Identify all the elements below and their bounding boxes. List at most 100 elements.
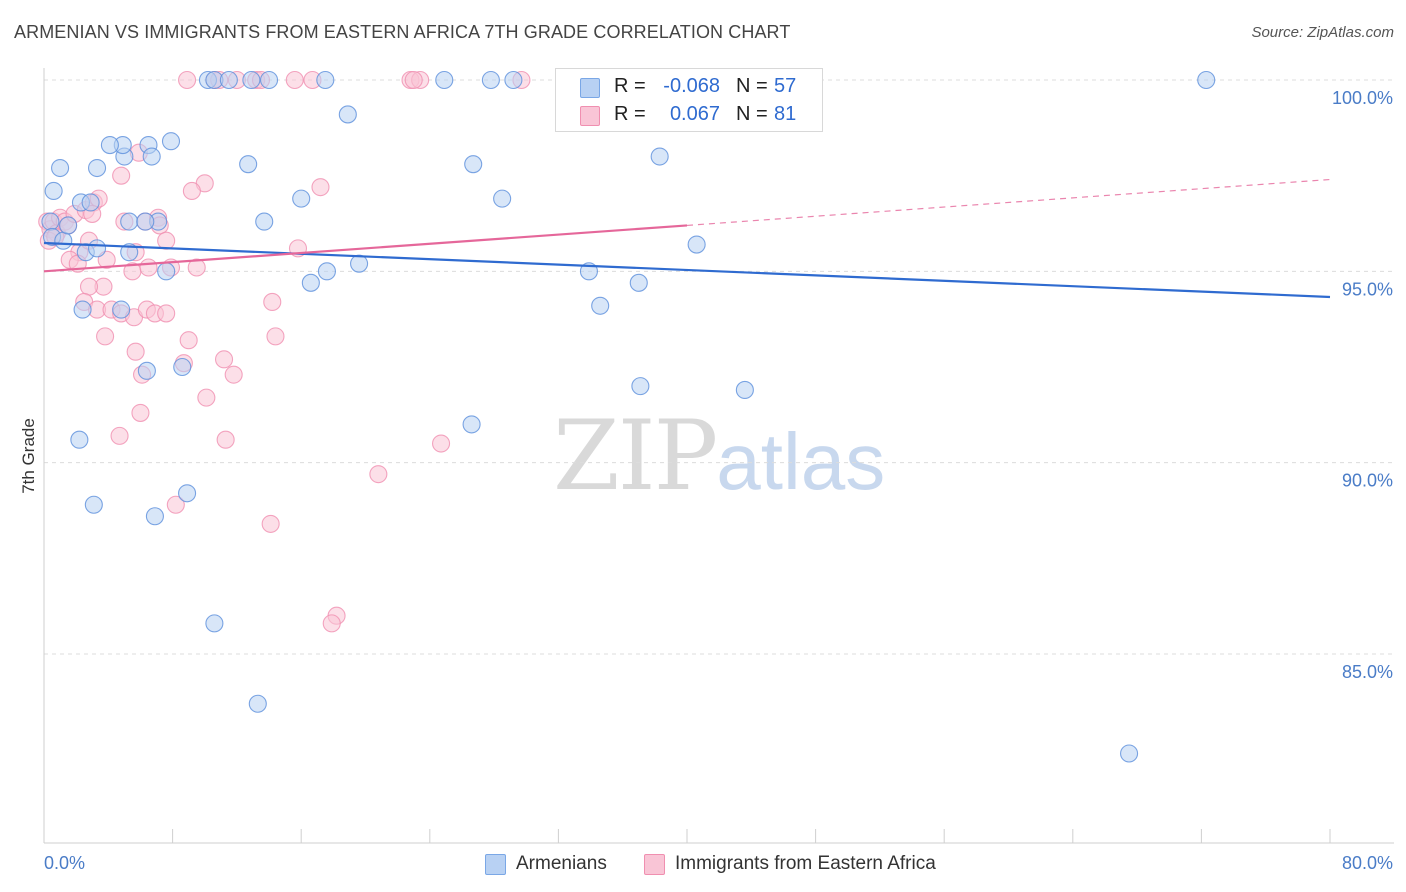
stats-row-eastern-africa: R = 0.067 N = 81	[556, 101, 822, 129]
n-label: N =	[736, 75, 768, 97]
stats-legend: R = -0.068 N = 57 R = 0.067 N = 81	[555, 68, 823, 132]
n-value: 57	[774, 75, 797, 97]
data-point	[120, 212, 139, 231]
data-point	[301, 273, 320, 292]
data-point	[157, 304, 176, 323]
data-point	[248, 694, 267, 713]
trend-line-eastern-africa	[43, 224, 688, 273]
data-point	[87, 158, 107, 178]
data-point	[493, 189, 512, 208]
data-point	[139, 258, 158, 277]
data-point	[404, 70, 423, 90]
data-point	[161, 132, 181, 151]
data-point	[239, 155, 258, 174]
data-point	[292, 189, 311, 208]
series-legend: Armenians Immigrants from Eastern Africa	[0, 852, 1406, 878]
data-point	[41, 212, 60, 231]
r-value: 0.067	[669, 103, 720, 125]
data-point	[629, 273, 648, 292]
data-point	[261, 514, 280, 533]
data-point	[96, 327, 115, 346]
data-point	[317, 262, 336, 281]
data-point	[51, 158, 70, 178]
data-point	[126, 342, 145, 361]
data-point	[350, 254, 369, 273]
data-point	[112, 166, 131, 185]
data-point	[1120, 744, 1139, 763]
data-point	[263, 292, 282, 311]
data-point	[224, 365, 243, 384]
eastern-africa-legend-swatch	[644, 854, 665, 875]
data-point	[687, 235, 706, 254]
data-point	[178, 70, 197, 90]
data-point	[1197, 70, 1216, 90]
data-point	[432, 434, 451, 453]
data-point	[735, 380, 754, 400]
data-point	[322, 614, 341, 633]
data-point	[205, 614, 224, 633]
source-label: Source: ZipAtlas.com	[1251, 24, 1394, 41]
watermark-atlas: atlas	[716, 417, 886, 506]
data-point	[166, 495, 185, 514]
watermark-zip: ZIP	[553, 400, 718, 512]
data-point	[112, 300, 131, 319]
y-tick-label: 100.0%	[1332, 88, 1393, 108]
data-point	[145, 507, 164, 526]
data-point	[435, 70, 454, 90]
data-point	[504, 70, 523, 90]
data-point	[216, 430, 235, 449]
data-point	[316, 70, 335, 90]
data-point	[259, 70, 279, 90]
data-point	[100, 136, 119, 155]
y-tick-label: 90.0%	[1342, 471, 1393, 491]
data-point	[197, 388, 216, 407]
data-point	[84, 495, 103, 514]
trend-line-armenians	[43, 241, 1331, 299]
data-point	[179, 331, 198, 350]
data-point	[136, 212, 155, 231]
data-point	[157, 262, 176, 281]
trend-line-extension	[686, 178, 1331, 227]
data-point	[242, 70, 261, 90]
data-point	[59, 216, 78, 235]
legend-label: Armenians	[516, 853, 607, 874]
data-point	[142, 147, 161, 166]
chart-title: ARMENIAN VS IMMIGRANTS FROM EASTERN AFRI…	[14, 22, 791, 42]
data-point	[70, 430, 89, 449]
data-point	[462, 415, 481, 434]
y-tick-label: 95.0%	[1342, 279, 1393, 299]
data-point	[591, 296, 610, 315]
data-point	[54, 231, 73, 250]
data-point	[464, 155, 483, 174]
armenians-legend-swatch	[485, 854, 506, 875]
data-point	[266, 327, 285, 346]
data-point	[182, 181, 201, 201]
data-point	[369, 465, 388, 484]
n-value: 81	[774, 103, 797, 125]
armenians-swatch	[580, 78, 600, 98]
data-point	[137, 361, 156, 380]
zipatlas-watermark: ZIPatlas	[553, 400, 885, 512]
eastern-africa-swatch	[580, 106, 600, 126]
y-tick-label: 85.0%	[1342, 662, 1393, 682]
data-point	[81, 193, 100, 212]
x-tick-label: 0.0%	[44, 853, 85, 873]
x-tick-label: 80.0%	[1342, 853, 1393, 873]
data-point	[44, 181, 63, 201]
data-point	[285, 70, 304, 90]
data-point	[178, 484, 197, 503]
data-point	[631, 377, 650, 396]
data-point	[311, 178, 330, 197]
data-point	[219, 70, 238, 90]
legend-label: Immigrants from Eastern Africa	[675, 853, 936, 874]
data-point	[173, 357, 192, 377]
data-point	[120, 243, 139, 262]
data-point	[255, 212, 274, 231]
r-value: -0.068	[663, 75, 720, 97]
data-point	[481, 70, 500, 90]
y-axis-label: 7th Grade	[19, 418, 38, 494]
data-point	[650, 147, 669, 166]
data-point	[110, 426, 129, 445]
data-point	[79, 277, 99, 296]
